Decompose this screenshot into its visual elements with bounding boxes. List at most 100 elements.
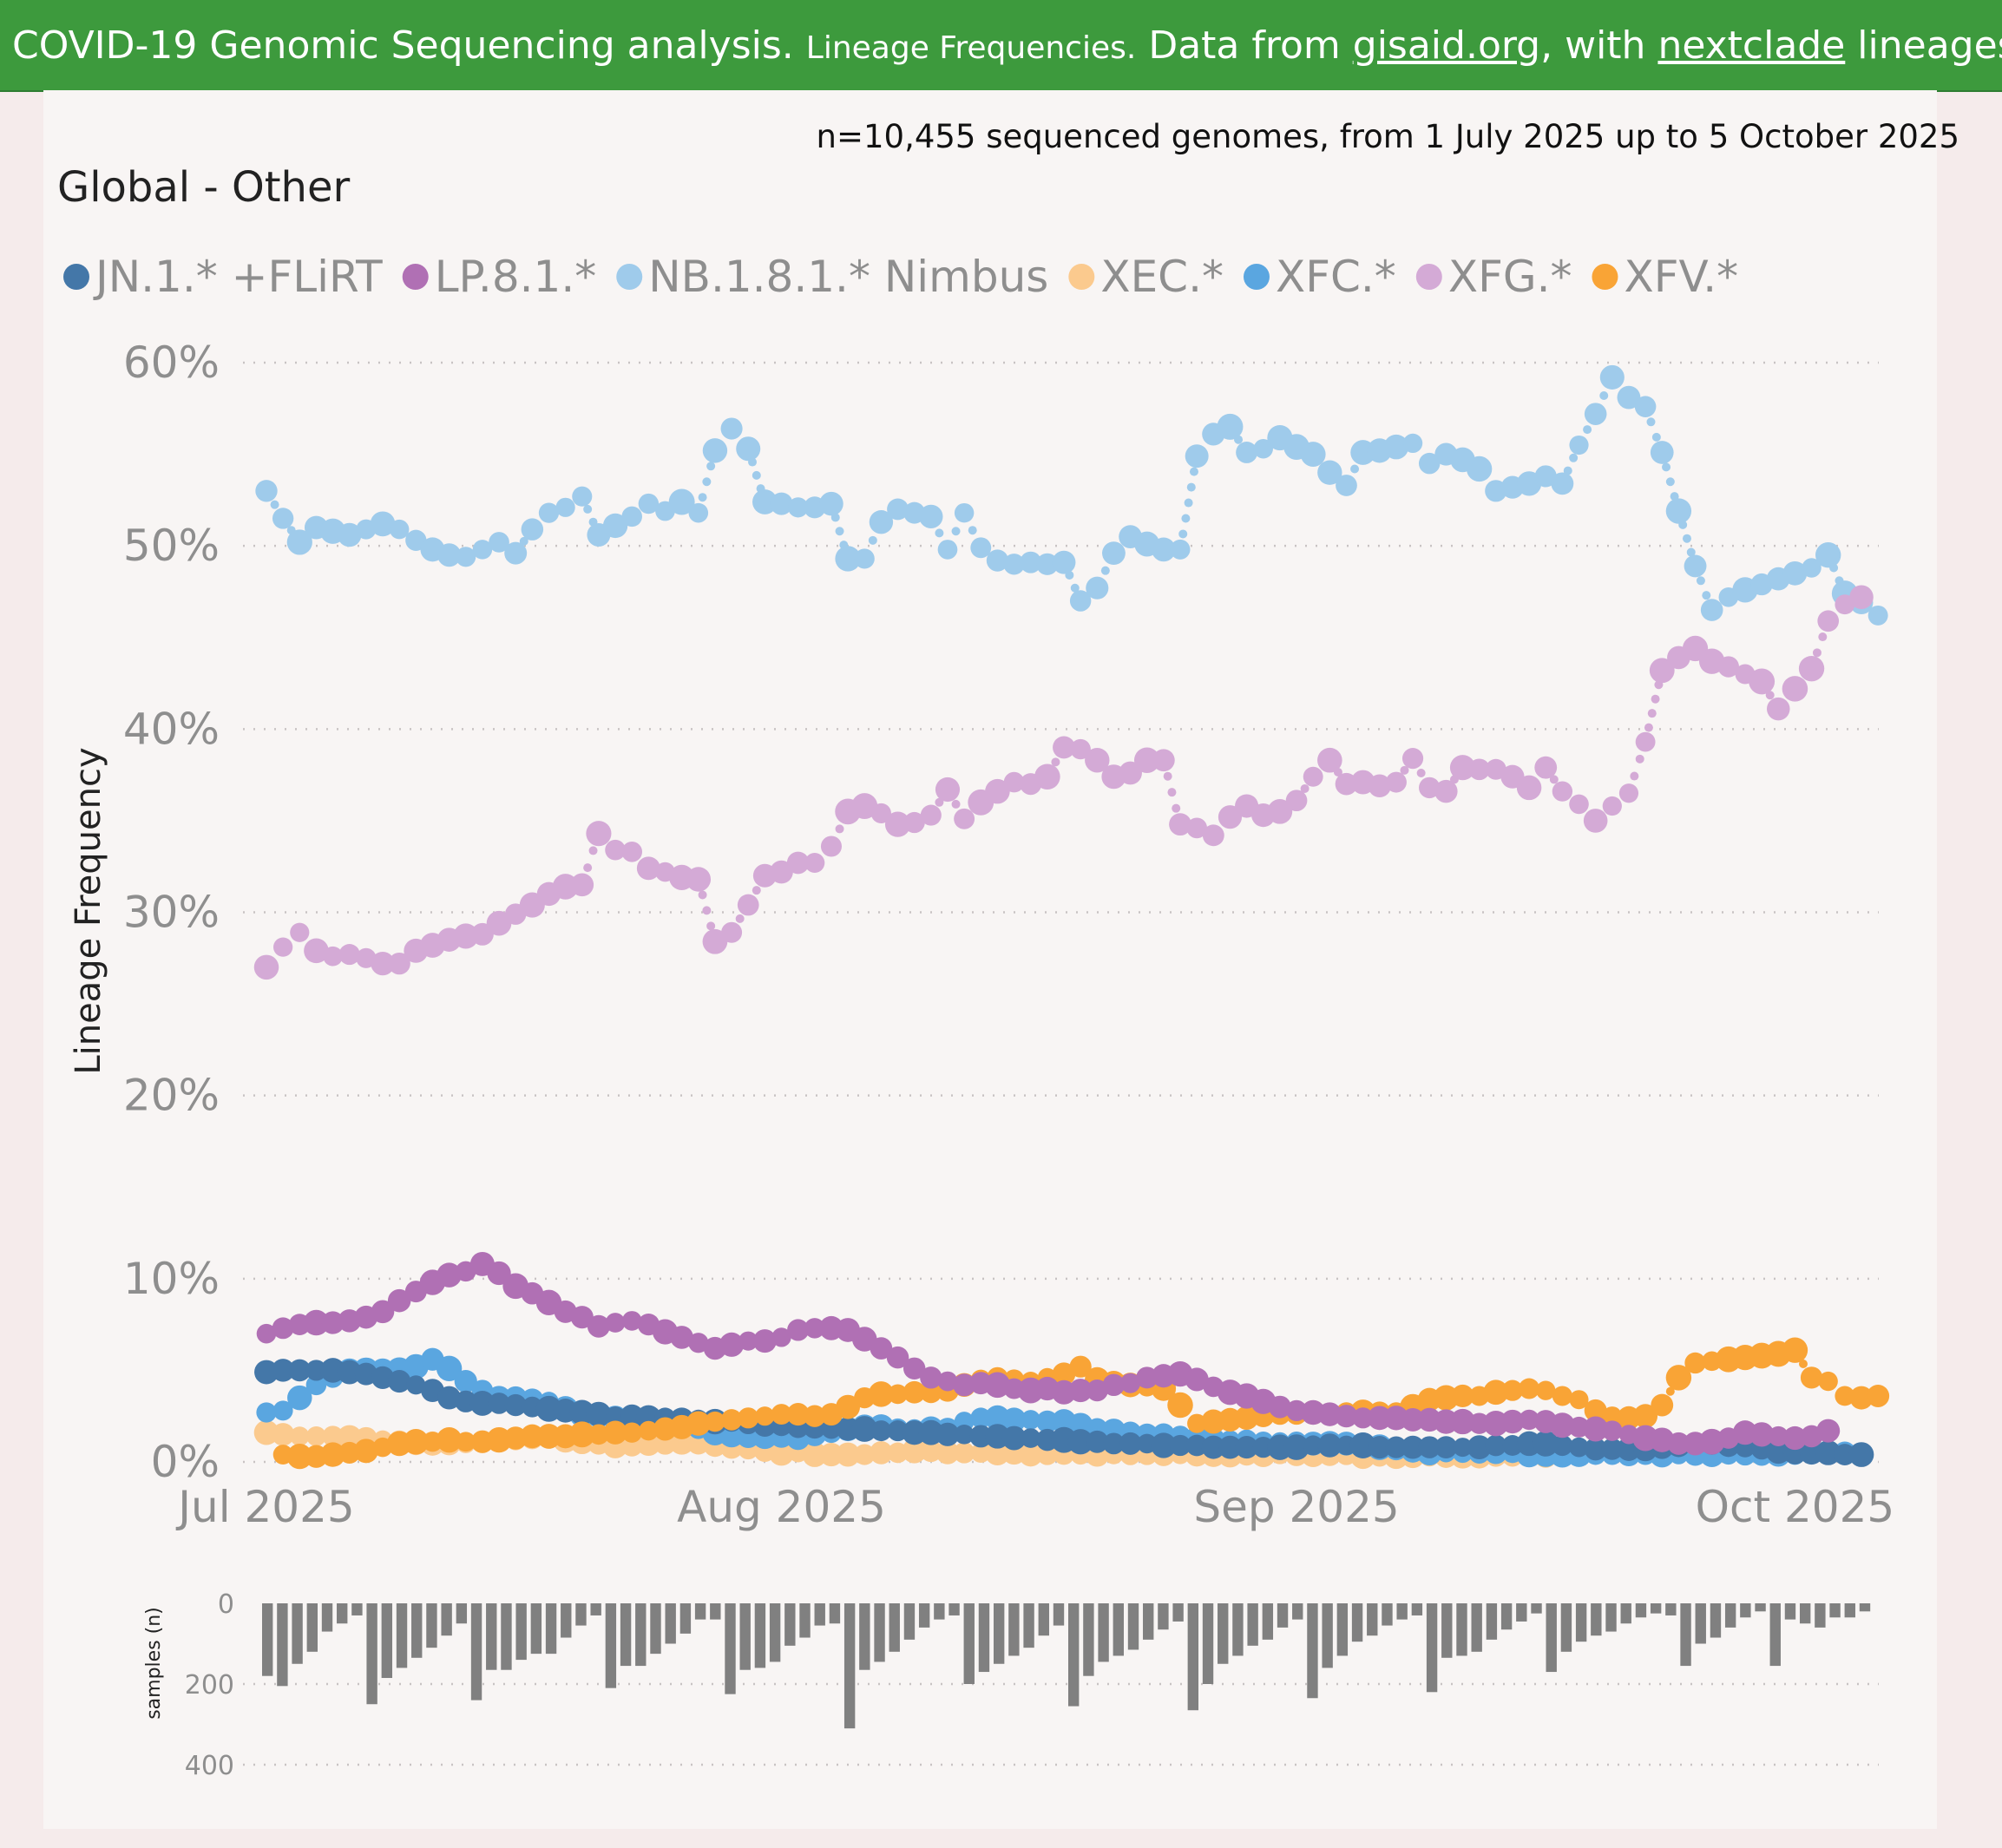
data-point: [1584, 1399, 1607, 1422]
sample-bar: [605, 1603, 617, 1688]
legend-item[interactable]: LP.8.1.*: [402, 252, 597, 302]
samples-grid: [243, 1682, 1879, 1766]
data-point: [1501, 1379, 1524, 1401]
data-point: [1086, 1430, 1109, 1453]
data-point: [870, 1441, 893, 1465]
data-point: [1185, 1367, 1209, 1392]
connector-point: [1829, 563, 1839, 573]
data-point: [488, 1393, 510, 1414]
connector-point: [748, 457, 758, 467]
data-point: [1401, 1407, 1425, 1432]
data-point: [670, 1326, 693, 1349]
data-point: [935, 777, 961, 803]
data-point: [621, 1311, 642, 1331]
sample-bar: [1486, 1603, 1498, 1640]
data-point: [887, 498, 909, 521]
data-point: [273, 937, 293, 957]
data-point: [303, 1309, 330, 1336]
data-point: [602, 513, 628, 539]
sample-bar: [1277, 1603, 1289, 1628]
data-point: [371, 1300, 395, 1324]
sample-bar: [1799, 1603, 1811, 1624]
data-point: [437, 543, 462, 567]
legend-label: XEC.*: [1100, 252, 1224, 302]
sample-bar: [635, 1603, 647, 1667]
data-point: [1235, 1436, 1258, 1459]
data-point: [1434, 1436, 1458, 1458]
sample-bar: [784, 1603, 796, 1646]
data-point: [338, 944, 360, 966]
legend-item[interactable]: XFC.*: [1243, 252, 1396, 302]
data-point: [1268, 1395, 1291, 1419]
connector-point: [1181, 514, 1191, 523]
data-point: [1818, 1371, 1838, 1392]
connector-point: [1549, 775, 1559, 784]
connector-point: [1300, 783, 1310, 793]
sample-bar: [1769, 1603, 1781, 1667]
data-point: [572, 486, 593, 507]
data-point: [721, 921, 743, 943]
nextclade-link[interactable]: nextclade: [1657, 23, 1846, 68]
sample-bar: [1336, 1603, 1349, 1656]
sample-bar: [1859, 1603, 1871, 1612]
data-point: [1782, 676, 1808, 702]
sample-bar: [515, 1603, 527, 1661]
data-point: [1519, 1378, 1540, 1399]
sample-bar: [396, 1603, 408, 1668]
data-point: [1236, 442, 1258, 463]
legend-item[interactable]: NB.1.8.1.* Nimbus: [616, 252, 1048, 302]
data-point: [1300, 442, 1326, 467]
data-point: [835, 546, 861, 572]
data-point: [286, 529, 312, 555]
legend-item[interactable]: XFG.*: [1415, 252, 1572, 302]
data-point: [1485, 1434, 1507, 1457]
connector-point: [1647, 709, 1657, 718]
legend-marker: [616, 264, 643, 290]
data-point: [639, 1420, 659, 1441]
data-point: [621, 842, 643, 862]
data-point: [1534, 465, 1557, 488]
connector-point: [935, 528, 944, 538]
data-point: [903, 811, 925, 834]
data-point: [1500, 1409, 1525, 1434]
data-point: [1867, 605, 1888, 626]
sample-bar: [1008, 1603, 1020, 1656]
data-point: [1552, 1386, 1572, 1406]
legend-item[interactable]: XEC.*: [1068, 252, 1224, 302]
data-point: [984, 1372, 1011, 1399]
data-point: [1120, 1373, 1141, 1393]
legend: JN.1.* +FLiRT LP.8.1.* NB.1.8.1.* Nimbus XE…: [63, 252, 1738, 302]
legend-item[interactable]: XFV.*: [1592, 252, 1738, 302]
gisaid-link[interactable]: gisaid.org: [1352, 23, 1541, 68]
data-point: [1602, 796, 1622, 816]
data-point: [1317, 747, 1342, 773]
data-point: [705, 1411, 725, 1432]
sample-bar: [874, 1603, 885, 1662]
sample-bar: [1680, 1603, 1691, 1667]
sample-bar: [1322, 1603, 1333, 1668]
connector-point: [868, 535, 877, 545]
data-point: [570, 1306, 594, 1329]
connector-point: [1184, 498, 1193, 508]
data-point: [985, 778, 1010, 804]
data-point: [271, 1423, 295, 1446]
data-point: [786, 851, 810, 875]
connector-point: [1635, 754, 1644, 763]
connector-point: [935, 797, 944, 807]
sample-bar: [1724, 1603, 1736, 1628]
data-point: [489, 532, 509, 553]
sample-bar: [1367, 1603, 1378, 1636]
data-point: [686, 867, 712, 892]
data-point: [1867, 1385, 1890, 1407]
data-point: [804, 1405, 826, 1427]
legend-item[interactable]: JN.1.* +FLiRT: [63, 252, 383, 302]
data-point: [272, 1400, 293, 1421]
sample-bar: [561, 1603, 572, 1638]
sample-bar: [1262, 1603, 1274, 1640]
data-point: [1569, 1437, 1589, 1458]
legend-label: XFG.*: [1448, 252, 1572, 302]
data-point: [851, 793, 878, 819]
data-point: [688, 502, 709, 523]
data-point: [1684, 554, 1707, 578]
